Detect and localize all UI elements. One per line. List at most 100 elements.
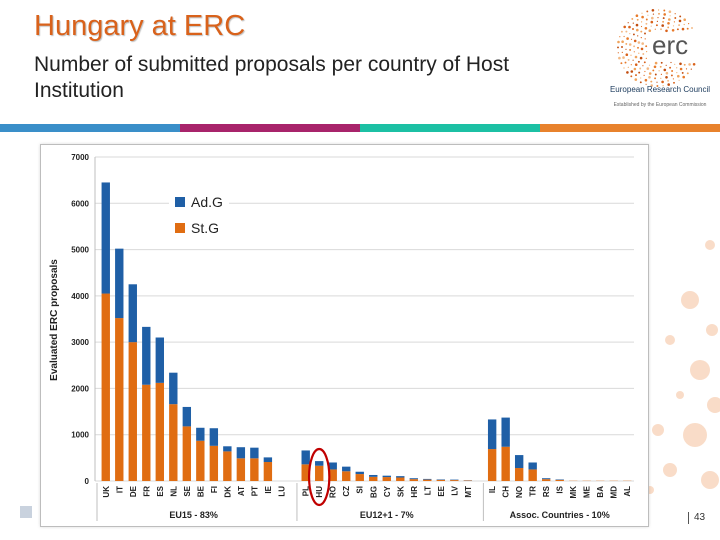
bar-adg-rs [542, 478, 551, 480]
logo-dot [625, 53, 629, 56]
logo-dot [663, 13, 666, 16]
color-band-magenta [180, 124, 360, 132]
logo-dot [681, 27, 685, 31]
logo-dot [669, 66, 672, 69]
logo-dot [665, 29, 668, 33]
logo-dot [635, 14, 639, 17]
logo-dot [667, 79, 670, 82]
x-tick-label: IS [556, 485, 565, 493]
logo-dot [629, 48, 632, 51]
logo-dot [652, 13, 654, 15]
logo-dot [630, 54, 632, 56]
x-tick-label: AL [623, 486, 632, 497]
logo-dot [663, 68, 667, 72]
x-tick-label: ME [583, 485, 592, 498]
logo-dot [623, 67, 625, 69]
logo-dot [647, 14, 649, 16]
logo-dot [627, 22, 629, 24]
logo-dot [637, 46, 639, 49]
bar-stg-hu [315, 465, 324, 481]
bar-adg-es [155, 337, 164, 383]
y-tick-label: 3000 [71, 338, 89, 347]
x-tick-label: NO [515, 486, 524, 498]
logo-dot [622, 56, 625, 59]
logo-dot [656, 20, 658, 22]
logo-wordmark: erc [652, 30, 688, 60]
logo-dot [651, 9, 655, 12]
bar-adg-sk [396, 476, 405, 478]
group-label: Assoc. Countries - 10% [510, 510, 610, 520]
logo-dot [645, 45, 648, 48]
bar-stg-fr [142, 384, 151, 481]
logo-dot [645, 22, 648, 25]
proposals-bar-chart: 0 1000 2000 3000 4000 5000 6000 7000 UK IT DE FR ES N… [49, 153, 634, 521]
x-tick-label: BA [596, 486, 605, 498]
decorative-dot [701, 471, 719, 489]
x-tick-label: LT [423, 486, 432, 495]
logo-dot [635, 23, 639, 27]
x-tick-label: CY [383, 485, 392, 497]
x-tick-label: SE [183, 485, 192, 496]
logo-dot [626, 37, 629, 40]
bar-adg-fi [209, 428, 219, 446]
y-tick-label: 4000 [71, 292, 89, 301]
logo-dot [683, 18, 686, 21]
logo-dot [651, 16, 654, 20]
decorative-dot [690, 360, 710, 380]
logo-dot [676, 67, 678, 69]
logo-dot [660, 73, 662, 75]
logo-dot [639, 81, 642, 84]
bar-adg-nl [169, 372, 178, 405]
logo-dot [670, 74, 673, 77]
logo-dot [659, 65, 662, 68]
bar-stg-ro [328, 469, 337, 481]
logo-dot [653, 65, 657, 69]
logo-dot [623, 35, 625, 38]
logo-dot [670, 61, 672, 64]
x-tick-label: NL [169, 486, 178, 497]
x-tick-label: EE [437, 485, 446, 496]
logo-dot [650, 80, 653, 83]
bar-stg-sk [396, 477, 405, 481]
logo-dot [631, 17, 634, 20]
bar-stg-lt [423, 479, 432, 481]
x-tick-label: LV [450, 485, 459, 495]
logo-dot [661, 24, 664, 27]
logo-dot [617, 46, 619, 49]
logo-dot [665, 76, 668, 79]
logo-dot [660, 28, 662, 31]
logo-dot [656, 85, 659, 87]
logo-dot [650, 25, 652, 27]
erc-logo: erc European Research Council Establishe… [610, 9, 710, 108]
x-tick-label: AT [237, 486, 246, 496]
bar-adg-si [355, 471, 364, 475]
chart-frame: 0 1000 2000 3000 4000 5000 6000 7000 UK IT DE FR ES N… [40, 144, 649, 527]
bar-adg-cy [382, 475, 391, 478]
y-tick-label: 6000 [71, 199, 89, 208]
logo-dot [640, 77, 642, 79]
logo-dot [644, 27, 648, 30]
logo-dot [654, 73, 657, 76]
logo-dot [636, 28, 639, 32]
x-tick-label: MD [610, 486, 619, 499]
logo-dot [682, 75, 685, 79]
logo-dot [624, 61, 627, 64]
x-tick-label: HU [315, 486, 324, 498]
logo-dot [648, 29, 652, 32]
logo-dot [685, 68, 688, 70]
legend-label-adg: Ad.G [191, 194, 223, 210]
logo-dot [646, 67, 650, 70]
y-axis-title: Evaluated ERC proposals [49, 259, 60, 381]
bar-stg-it [115, 318, 124, 481]
x-tick-label: DK [223, 486, 232, 498]
y-tick-label: 2000 [71, 384, 89, 393]
logo-dot [679, 15, 682, 18]
logo-dot [639, 67, 642, 70]
x-tick-label: SI [356, 486, 365, 494]
bar-adg-hu [315, 461, 324, 466]
bar-adg-dk [223, 446, 232, 452]
logo-dot [627, 66, 629, 68]
bar-adg-tr [528, 462, 537, 470]
bar-stg-nl [169, 404, 178, 481]
decorative-dot [665, 335, 675, 345]
